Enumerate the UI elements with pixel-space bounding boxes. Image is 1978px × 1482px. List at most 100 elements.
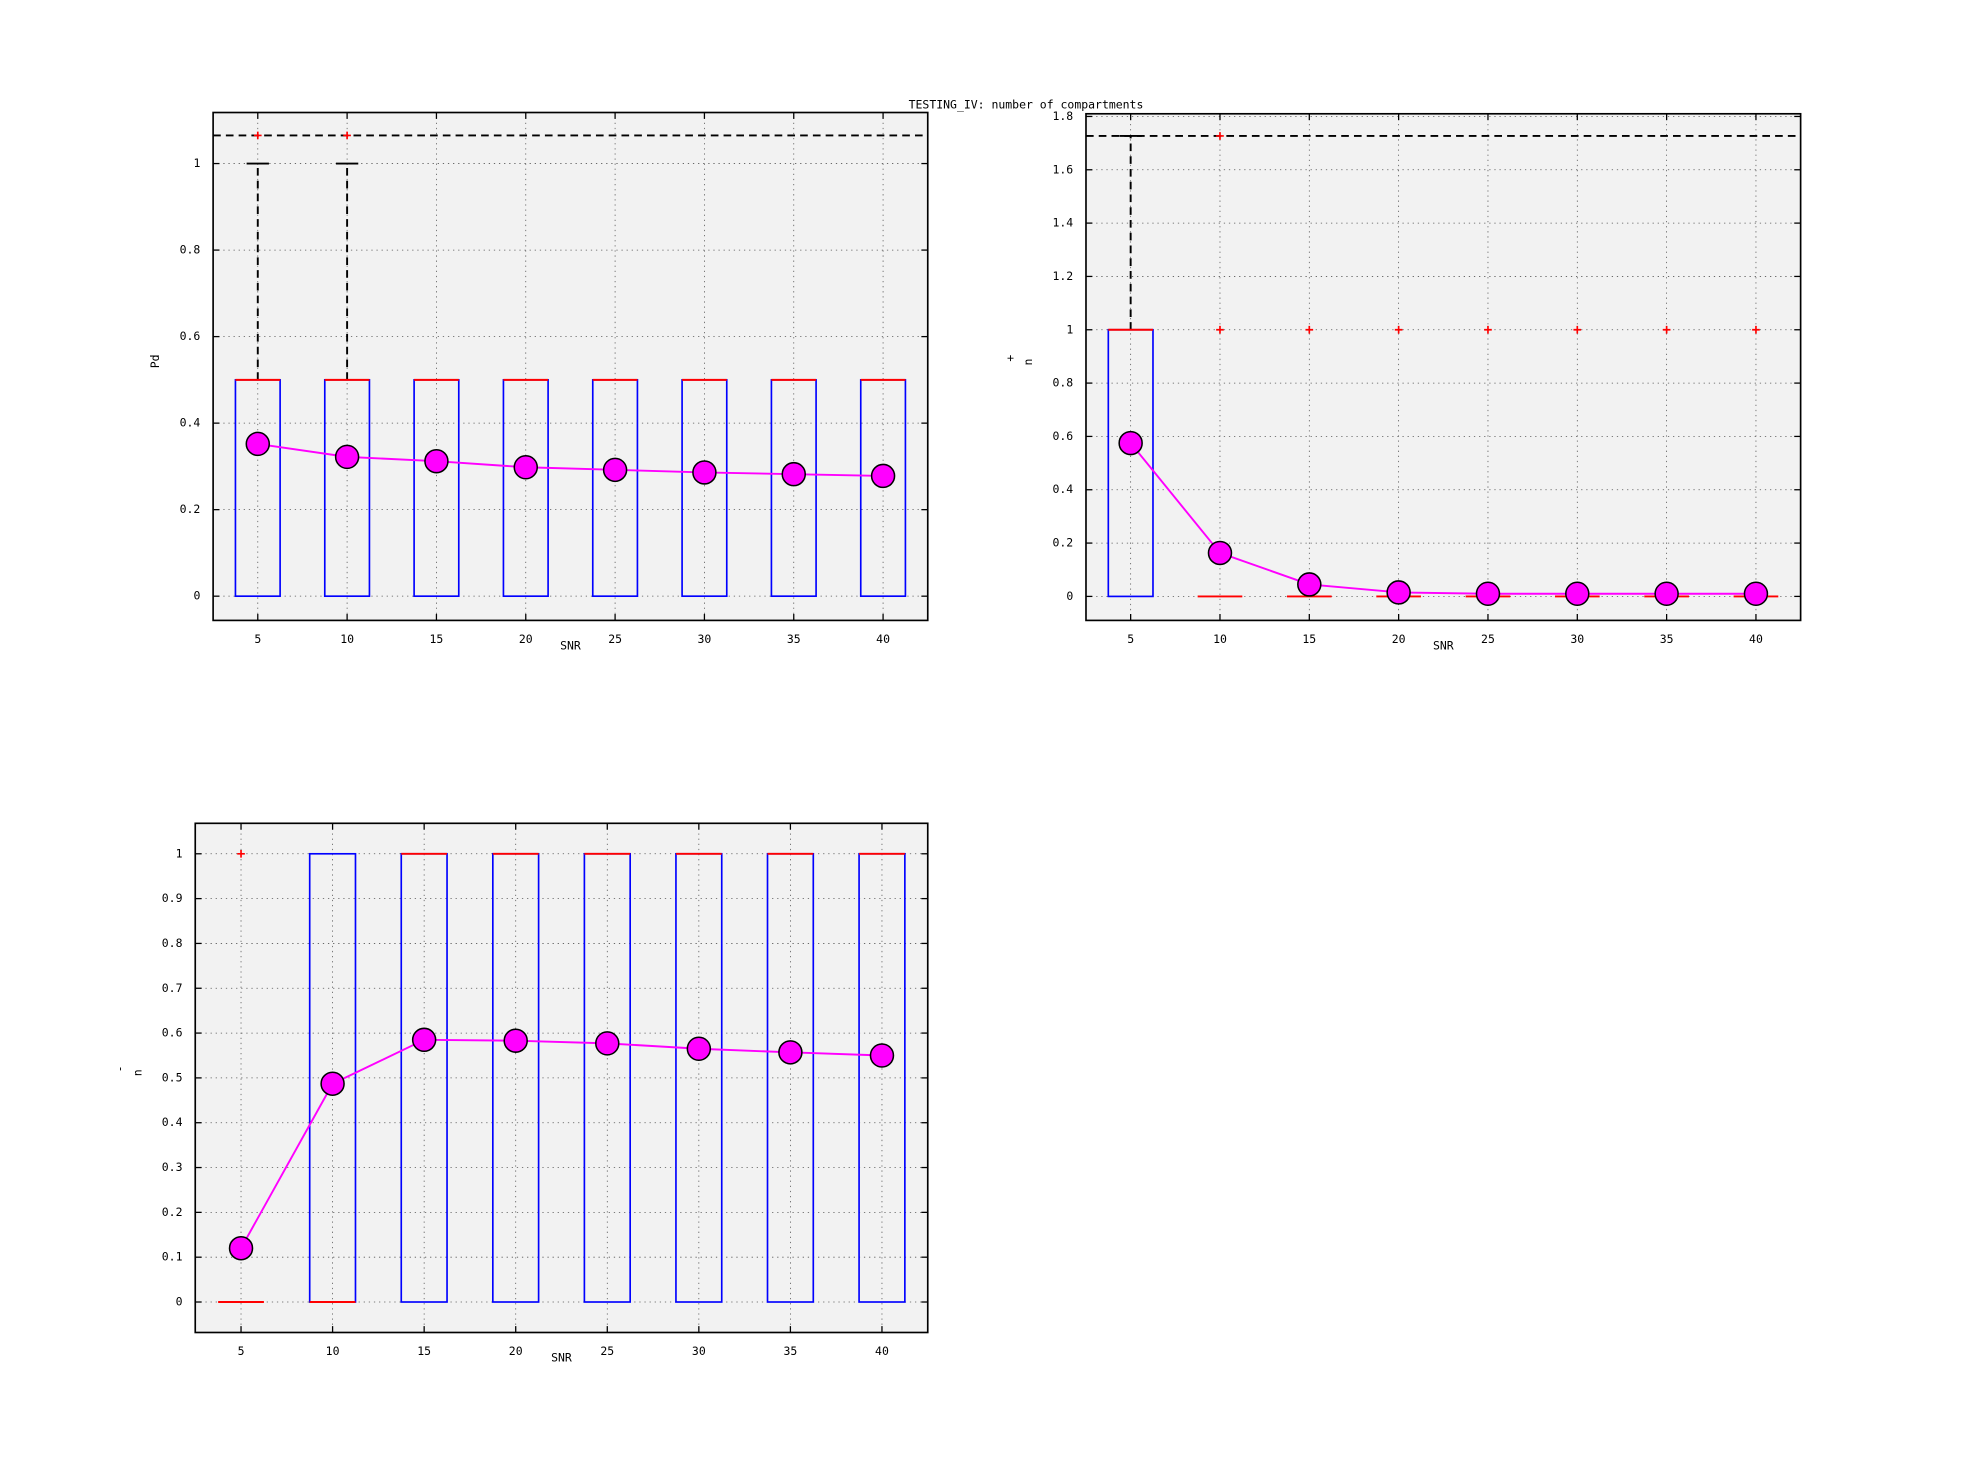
x-tick-label: 30: [698, 632, 712, 646]
plot-area: [213, 112, 928, 621]
y-tick-label: 0.2: [1053, 536, 1074, 550]
mean-marker: [424, 448, 449, 474]
x-tick-label: 25: [608, 632, 622, 646]
mean-marker: [692, 460, 717, 485]
mean-marker: [411, 1027, 437, 1053]
chart: 0 0.2 0.4 0.6 0.8 1 1.2 1.4 1.6 1.8 5 10 15 20 25 30 35 4…: [1003, 109, 1802, 652]
y-tick-label: 0.8: [180, 243, 201, 257]
x-tick-label: 15: [1302, 632, 1316, 646]
x-tick-label: 20: [509, 1344, 523, 1358]
y-axis-label-sup: -: [112, 1066, 126, 1073]
mean-marker: [503, 1028, 528, 1053]
y-axis-label: Pd: [148, 354, 162, 368]
x-tick-label: 35: [1660, 632, 1674, 646]
plot-frame: [194, 822, 929, 1334]
mean-marker: [1207, 540, 1233, 566]
x-tick-label: 10: [1213, 632, 1227, 646]
x-tick-label: 25: [1481, 632, 1495, 646]
y-tick-label: 0.4: [162, 1115, 183, 1129]
mean-line: [240, 1038, 882, 1249]
outlier: [237, 849, 245, 858]
x-tick-label: 40: [1749, 632, 1763, 646]
y-axis-label: n: [130, 1069, 144, 1076]
y-tick-label: 0.4: [1053, 482, 1074, 496]
outlier: [1216, 132, 1224, 140]
mean-marker: [1475, 581, 1501, 606]
mean-marker: [1386, 580, 1411, 605]
plot-area: [195, 823, 928, 1333]
y-tick-label: 0.8: [162, 936, 183, 950]
y-tick-label: 0.2: [162, 1205, 183, 1219]
plot-frame: [1085, 112, 1802, 622]
outlier: [1662, 325, 1671, 334]
x-tick-label: 10: [326, 1344, 340, 1358]
x-tick-label: 25: [600, 1344, 614, 1358]
x-tick-label: 10: [340, 632, 354, 646]
outlier: [1394, 325, 1403, 334]
plot-area: [1085, 113, 1801, 621]
y-tick-label: 1: [176, 846, 183, 860]
mean-marker: [245, 431, 271, 457]
x-tick-label: 5: [254, 632, 261, 646]
x-tick-label: 15: [430, 632, 444, 646]
mean-marker: [781, 461, 807, 487]
x-tick-label: 5: [238, 1344, 245, 1358]
figure-title: TESTING_IV: number of compartments: [909, 97, 1144, 111]
y-axis-label-sup: +: [1003, 355, 1017, 362]
outlier: [1484, 325, 1492, 334]
outlier: [1573, 325, 1582, 334]
x-tick-label: 15: [417, 1344, 431, 1358]
outlier: [1305, 325, 1314, 334]
x-axis-label: SNR: [560, 638, 581, 652]
y-tick-label: 0.6: [1053, 429, 1074, 443]
chart: 00.10.20.30.40.50.60.70.80.915 10 15 20 25 30…: [112, 822, 929, 1365]
mean-marker: [1297, 572, 1322, 597]
y-tick-label: 0.8: [1053, 376, 1074, 390]
outlier: [253, 131, 262, 140]
x-tick-label: 35: [783, 1344, 797, 1358]
mean-marker: [778, 1040, 803, 1065]
y-tick-label: 1: [193, 156, 200, 170]
outlier: [1752, 325, 1760, 334]
mean-marker: [869, 1043, 895, 1068]
x-tick-label: 35: [787, 632, 801, 646]
outlier: [1216, 325, 1224, 334]
x-tick-label: 20: [1392, 632, 1406, 646]
mean-marker: [602, 457, 628, 483]
y-tick-label: 0.4: [180, 416, 201, 430]
y-tick-label: 0.7: [162, 981, 183, 995]
mean-marker: [686, 1036, 712, 1062]
mean-line: [1129, 442, 1756, 595]
plot-frame: [212, 111, 929, 622]
mean-marker: [1654, 581, 1679, 606]
y-tick-label: 1.6: [1053, 162, 1074, 176]
y-tick-label: 0.3: [162, 1160, 183, 1174]
y-tick-label: 0: [176, 1295, 183, 1309]
y-tick-label: 1.2: [1053, 269, 1074, 283]
mean-marker: [334, 444, 360, 470]
x-tick-label: 40: [876, 632, 890, 646]
mean-marker: [320, 1071, 345, 1096]
mean-marker: [228, 1235, 254, 1261]
x-tick-label: 20: [519, 632, 533, 646]
mean-marker: [1118, 430, 1143, 456]
y-tick-label: 0.5: [162, 1070, 183, 1084]
y-tick-label: 1.8: [1053, 109, 1074, 123]
y-axis-label: n: [1021, 359, 1035, 366]
x-tick-label: 30: [692, 1344, 706, 1358]
x-tick-label: 40: [875, 1344, 889, 1358]
y-tick-label: 0.6: [162, 1026, 183, 1040]
mean-marker: [870, 463, 896, 489]
mean-marker: [513, 455, 539, 480]
y-tick-label: 1.4: [1053, 216, 1074, 230]
y-tick-label: 0.1: [162, 1250, 183, 1264]
y-tick-label: 0: [1066, 589, 1073, 603]
mean-marker: [595, 1031, 620, 1056]
mean-marker: [1743, 581, 1769, 606]
x-tick-label: 30: [1570, 632, 1584, 646]
y-tick-label: 1: [1066, 322, 1073, 336]
outlier: [343, 131, 351, 140]
y-tick-label: 0.2: [180, 502, 201, 516]
x-axis-label: SNR: [551, 1351, 572, 1365]
